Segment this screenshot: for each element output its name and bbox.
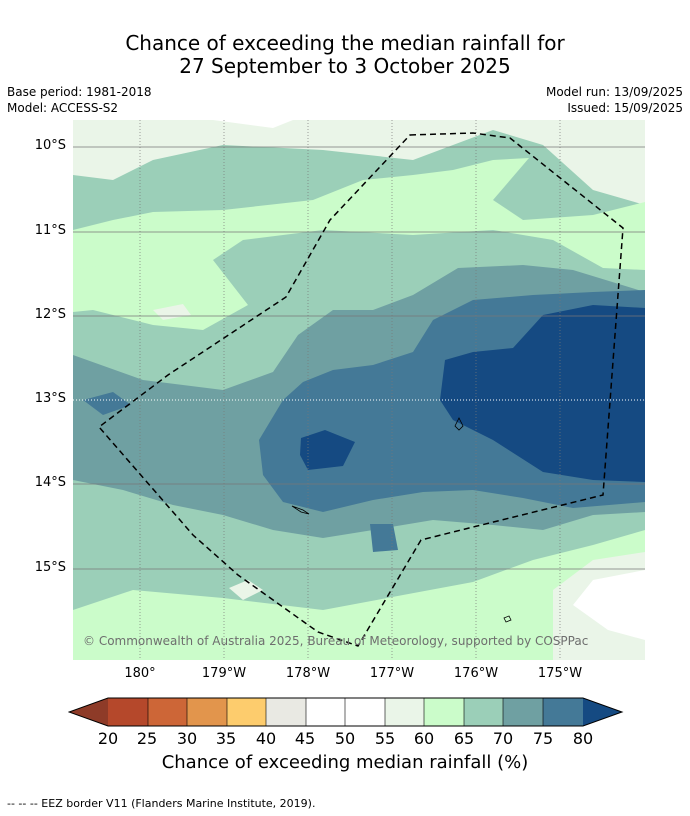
lon-label-179w: 179°W — [201, 666, 247, 681]
colorbar-tick-20: 20 — [97, 729, 119, 748]
colorbar-tick-45: 45 — [294, 729, 316, 748]
lon-label-178w: 178°W — [285, 666, 331, 681]
map-gridlines — [73, 120, 645, 660]
lat-label-11s: 11°S — [34, 223, 66, 238]
contour-band-75-80-west — [83, 392, 131, 415]
colorbar — [68, 697, 624, 727]
colorbar-band-60-65 — [424, 698, 464, 726]
eez-border — [97, 132, 624, 647]
colorbar-band-20-25 — [108, 698, 148, 726]
meta-left: Base period: 1981-2018 Model: ACCESS-S2 — [7, 84, 152, 116]
contour-band-75-80-east — [370, 524, 398, 552]
colorbar-tick-55: 55 — [374, 729, 396, 748]
rainfall-map — [73, 120, 645, 660]
contour-band-55-60 — [73, 120, 645, 205]
lat-label-13s: 13°S — [34, 391, 66, 406]
island-outline-2 — [291, 505, 310, 515]
island-outline-1 — [454, 417, 464, 431]
colorbar-band-65-70 — [464, 698, 503, 726]
contour-band-above-80 — [440, 305, 645, 482]
colorbar-tick-65: 65 — [453, 729, 475, 748]
contour-band-white — [213, 120, 293, 128]
colorbar-band-40-45 — [266, 698, 306, 726]
contour-fills — [73, 120, 645, 660]
colorbar-tick-70: 70 — [492, 729, 514, 748]
model-name: Model: ACCESS-S2 — [7, 101, 119, 115]
base-period: Base period: 1981-2018 — [7, 85, 152, 99]
colorbar-band-50-55 — [345, 698, 385, 726]
contour-band-55-60-sw — [229, 580, 263, 600]
colorbar-band-70-75 — [503, 698, 543, 726]
copyright-notice: © Commonwealth of Australia 2025, Bureau… — [83, 634, 589, 648]
colorbar-band-35-40 — [227, 698, 266, 726]
colorbar-high-extend — [583, 698, 622, 726]
island-outline-3 — [503, 615, 512, 623]
colorbar-band-55-60 — [385, 698, 424, 726]
colorbar-outline — [68, 697, 624, 727]
eez-footnote: -- -- -- EEZ border V11 (Flanders Marine… — [7, 797, 316, 810]
issued-date: Issued: 15/09/2025 — [567, 101, 683, 115]
contour-band-white-se — [573, 570, 645, 640]
contour-band-60-65-south — [73, 530, 645, 660]
colorbar-tick-25: 25 — [136, 729, 158, 748]
colorbar-dividers — [147, 698, 544, 726]
contour-band-60-65 — [73, 158, 645, 330]
lon-label-180: 180° — [124, 666, 156, 681]
contour-band-60-65-patch — [73, 265, 128, 282]
contour-band-above-80-west — [300, 430, 355, 470]
map-title-line-2: 27 September to 3 October 2025 — [179, 54, 511, 78]
colorbar-tick-30: 30 — [176, 729, 198, 748]
colorbar-tick-75: 75 — [532, 729, 554, 748]
lat-label-14s: 14°S — [34, 475, 66, 490]
lon-label-176w: 176°W — [453, 666, 499, 681]
model-run: Model run: 13/09/2025 — [545, 85, 683, 99]
lon-label-177w: 177°W — [369, 666, 415, 681]
colorbar-band-25-30 — [148, 698, 187, 726]
colorbar-tick-40: 40 — [255, 729, 277, 748]
lon-label-175w: 175°W — [537, 666, 583, 681]
colorbar-tick-60: 60 — [413, 729, 435, 748]
colorbar-band-75-80 — [543, 698, 583, 726]
lat-label-10s: 10°S — [34, 138, 66, 153]
lat-label-15s: 15°S — [34, 560, 66, 575]
colorbar-low-extend — [69, 698, 108, 726]
colorbar-label: Chance of exceeding median rainfall (%) — [161, 752, 529, 773]
colorbar-tick-35: 35 — [215, 729, 237, 748]
map-title: Chance of exceeding the median rainfall … — [0, 32, 690, 78]
colorbar-band-45-50 — [306, 698, 345, 726]
map-title-line-1: Chance of exceeding the median rainfall … — [125, 31, 565, 55]
colorbar-tick-50: 50 — [334, 729, 356, 748]
meta-right: Model run: 13/09/2025 Issued: 15/09/2025 — [546, 84, 683, 116]
colorbar-tick-80: 80 — [572, 729, 594, 748]
colorbar-band-30-35 — [187, 698, 227, 726]
lat-label-12s: 12°S — [34, 307, 66, 322]
